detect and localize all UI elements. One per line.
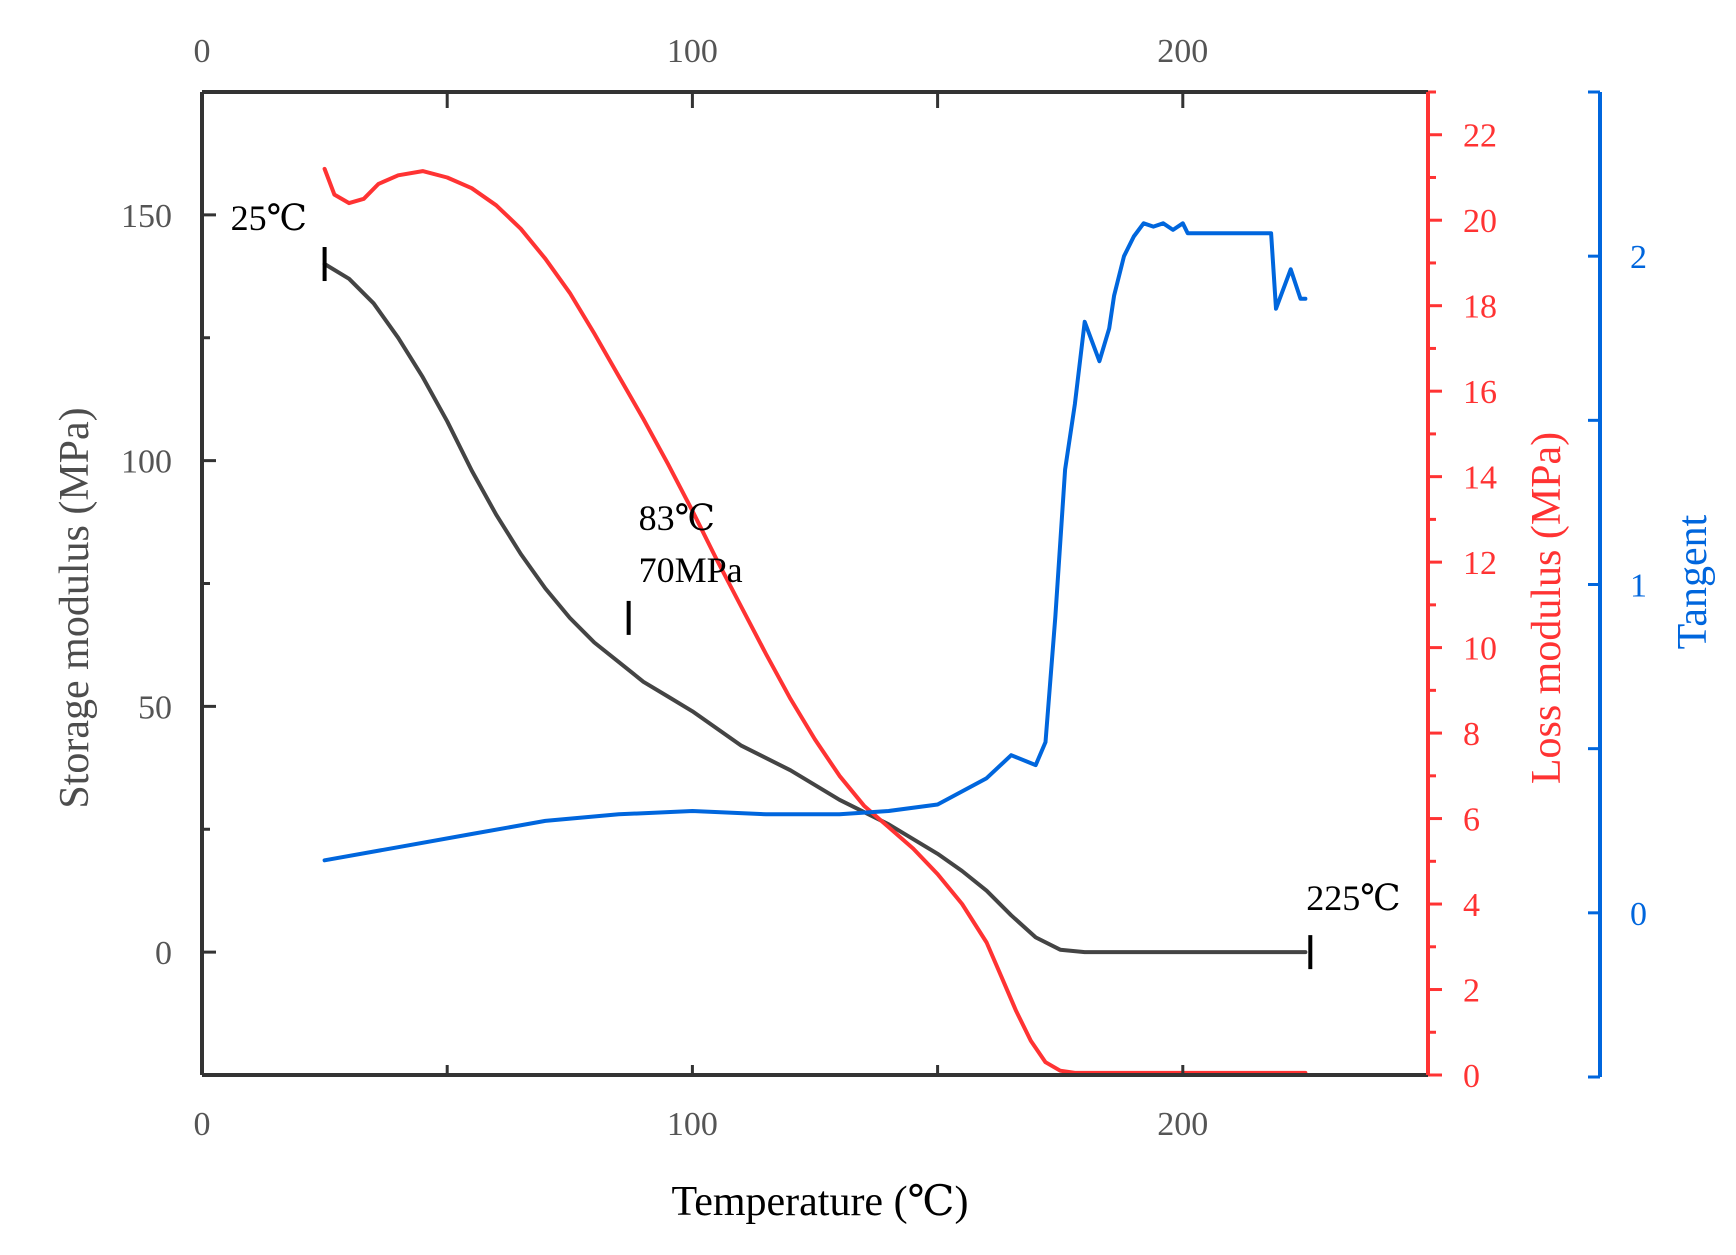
y-tick-label-loss: 16 bbox=[1463, 374, 1497, 411]
y-axis-label-loss-modulus: Loss modulus (MPa) bbox=[1524, 432, 1570, 784]
y-tick-label-loss: 20 bbox=[1463, 203, 1497, 240]
y-axis-label-tangent: Tangent bbox=[1670, 514, 1716, 649]
series-line-tangent bbox=[322, 221, 1308, 863]
y-tick-label-loss: 6 bbox=[1463, 802, 1480, 839]
y-tick-label-loss: 8 bbox=[1463, 716, 1480, 753]
y-tick-label-loss: 2 bbox=[1463, 973, 1480, 1010]
x-tick-label-bottom: 100 bbox=[667, 1106, 718, 1143]
x-tick-label-bottom: 200 bbox=[1157, 1106, 1208, 1143]
annotation-label-start: 25℃ bbox=[231, 198, 307, 238]
x-tick-label-top: 200 bbox=[1157, 33, 1208, 70]
annotation-label-mid: 70MPa bbox=[639, 550, 743, 590]
annotation-label-mid: 83℃ bbox=[639, 498, 715, 538]
y-tick-label-left: 50 bbox=[138, 689, 172, 726]
y-axis-label-storage-modulus: Storage modulus (MPa) bbox=[52, 407, 98, 808]
y-tick-label-left: 150 bbox=[121, 198, 172, 235]
x-axis-label: Temperature (℃) bbox=[671, 1179, 968, 1225]
y-tick-label-tangent: 0 bbox=[1630, 896, 1647, 933]
series-line-storage-modulus bbox=[322, 262, 1308, 955]
y-tick-label-tangent: 2 bbox=[1630, 239, 1647, 276]
x-tick-label-top: 0 bbox=[194, 33, 211, 70]
x-tick-label-bottom: 0 bbox=[194, 1106, 211, 1143]
y-tick-label-loss: 12 bbox=[1463, 545, 1497, 582]
series-layer bbox=[322, 166, 1308, 1075]
y-tick-label-tangent: 1 bbox=[1630, 568, 1647, 605]
y-tick-label-left: 0 bbox=[155, 935, 172, 972]
y-tick-label-loss: 18 bbox=[1463, 289, 1497, 326]
annotations-layer: 25℃ 83℃ 70MPa 225℃ bbox=[231, 198, 1401, 970]
x-tick-label-top: 100 bbox=[667, 33, 718, 70]
y-tick-label-loss: 4 bbox=[1463, 887, 1480, 924]
y-tick-label-loss: 22 bbox=[1463, 118, 1497, 155]
y-tick-label-left: 100 bbox=[121, 444, 172, 481]
y-tick-label-loss: 0 bbox=[1463, 1058, 1480, 1095]
y-tick-label-loss: 14 bbox=[1463, 460, 1497, 497]
y-tick-label-loss: 10 bbox=[1463, 631, 1497, 668]
series-line-loss-modulus bbox=[322, 166, 1308, 1075]
annotation-label-end: 225℃ bbox=[1306, 878, 1400, 918]
